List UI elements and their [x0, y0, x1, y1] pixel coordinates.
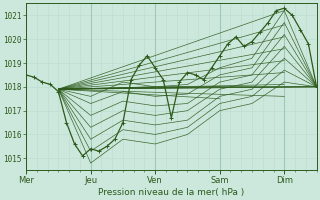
X-axis label: Pression niveau de la mer( hPa ): Pression niveau de la mer( hPa ): [98, 188, 244, 197]
